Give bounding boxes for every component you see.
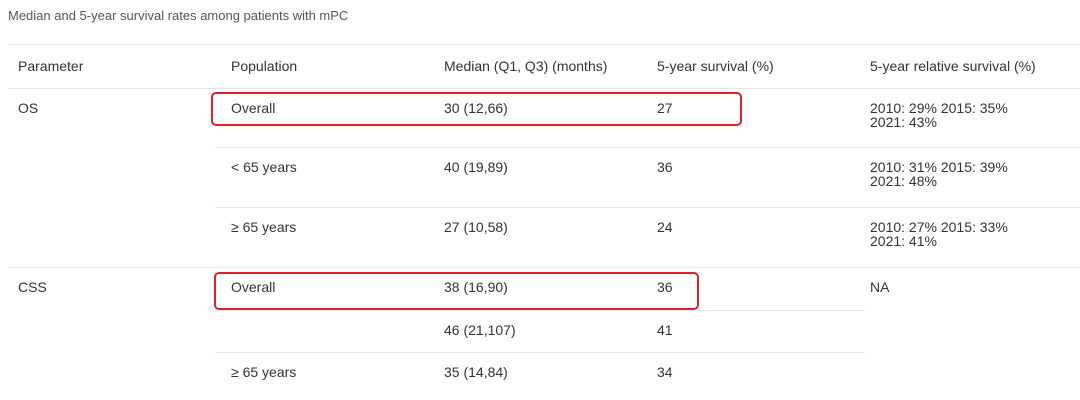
relative-cell: 2010: 29% 2015: 35% bbox=[870, 100, 1008, 116]
population-cell: Overall bbox=[231, 279, 276, 295]
population-cell: Overall bbox=[231, 100, 276, 116]
row-divider bbox=[8, 44, 1080, 45]
population-cell: ≥ 65 years bbox=[231, 219, 297, 235]
header-cell: Population bbox=[231, 58, 298, 74]
population-cell: ≥ 65 years bbox=[231, 364, 297, 380]
parameter-cell: OS bbox=[18, 100, 39, 116]
median-cell: 27 (10,58) bbox=[444, 219, 508, 235]
header-cell: 5-year relative survival (%) bbox=[870, 58, 1036, 74]
relative-cell: 2010: 31% 2015: 39% bbox=[870, 159, 1008, 175]
median-cell: 46 (21,107) bbox=[444, 322, 516, 338]
row-divider bbox=[215, 147, 1080, 148]
row-divider bbox=[215, 310, 865, 311]
median-cell: 30 (12,66) bbox=[444, 100, 508, 116]
relative-cell: 2021: 48% bbox=[870, 173, 937, 189]
relative-cell: 2021: 41% bbox=[870, 233, 937, 249]
row-divider bbox=[8, 267, 1080, 268]
relative-cell: 2021: 43% bbox=[870, 114, 937, 130]
survival-cell: 41 bbox=[657, 322, 673, 338]
median-cell: 40 (19,89) bbox=[444, 159, 508, 175]
population-cell: < 65 years bbox=[231, 159, 297, 175]
highlight-box bbox=[214, 272, 699, 310]
highlight-box bbox=[211, 92, 742, 126]
survival-cell: 36 bbox=[657, 159, 673, 175]
survival-cell: 27 bbox=[657, 100, 673, 116]
relative-cell: 2010: 27% 2015: 33% bbox=[870, 219, 1008, 235]
relative-cell: NA bbox=[870, 279, 890, 295]
table-title: Median and 5-year survival rates among p… bbox=[8, 8, 349, 23]
header-cell: Parameter bbox=[18, 58, 84, 74]
row-divider bbox=[215, 207, 1080, 208]
survival-cell: 24 bbox=[657, 219, 673, 235]
row-divider bbox=[8, 88, 1080, 89]
header-cell: Median (Q1, Q3) (months) bbox=[444, 58, 608, 74]
survival-cell: 34 bbox=[657, 364, 673, 380]
row-divider bbox=[215, 352, 865, 353]
survival-cell: 36 bbox=[657, 279, 673, 295]
median-cell: 38 (16,90) bbox=[444, 279, 508, 295]
parameter-cell: CSS bbox=[18, 279, 47, 295]
median-cell: 35 (14,84) bbox=[444, 364, 508, 380]
header-cell: 5-year survival (%) bbox=[657, 58, 774, 74]
